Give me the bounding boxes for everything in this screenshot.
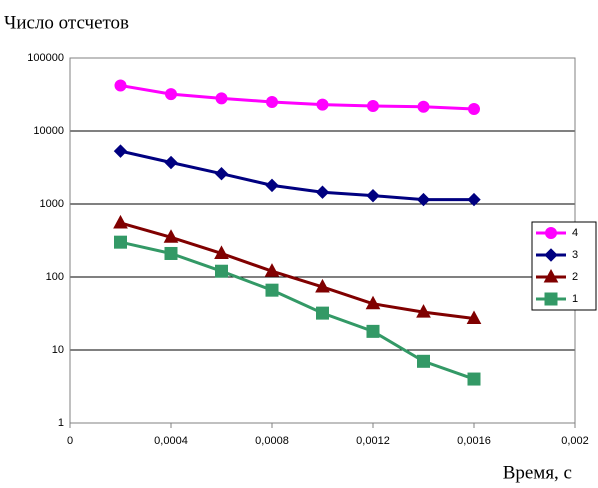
marker [265,178,279,193]
x-tick-label: 0,0008 [255,435,289,447]
legend-marker [545,227,557,239]
marker [315,185,330,199]
y-tick-label: 10 [52,344,64,356]
plot-frame [69,57,576,424]
marker [164,155,178,170]
marker [416,192,431,207]
legend-marker [544,248,558,262]
legend-label: 2 [572,271,578,283]
marker [365,295,381,310]
marker [417,354,430,368]
marker [366,324,380,338]
marker [316,306,329,320]
x-tick-label: 0,002 [561,435,589,447]
marker [466,310,482,325]
marker [215,92,228,105]
x-tick-label: 0 [67,435,73,447]
marker [113,144,128,158]
x-tick-label: 0,0012 [356,435,390,447]
series-line [120,149,474,202]
legend-label: 4 [572,227,578,239]
series-line [120,84,475,111]
marker [113,214,128,229]
chart-title: Число отсчетов [4,12,129,33]
marker [315,278,330,293]
legend-label: 3 [572,249,578,261]
marker [316,98,329,111]
marker [163,229,179,243]
legend-label: 1 [572,293,578,305]
marker [265,283,279,297]
legend-box [531,221,597,311]
legend-marker [544,292,558,306]
marker [467,192,481,207]
series-line [120,240,475,381]
marker [164,246,178,260]
x-tick-label: 0,0016 [457,435,491,447]
marker [417,100,430,113]
y-tick-label: 100 [46,271,64,283]
marker [366,188,380,203]
marker [266,95,278,108]
y-tick-label: 1 [58,417,64,429]
marker [214,166,229,181]
y-tick-label: 100000 [27,52,64,64]
marker [367,100,379,113]
marker [114,235,127,249]
marker [214,245,229,259]
marker [215,264,228,278]
marker [264,263,280,277]
y-tick-label: 10000 [33,125,64,137]
y-tick-label: 1000 [40,198,64,210]
legend-marker [543,268,559,283]
series-line [120,221,475,320]
marker [467,372,481,386]
marker [468,103,480,116]
marker [416,304,431,318]
x-tick-label: 0,0004 [154,435,188,447]
x-axis-label: Время, с [503,462,572,483]
marker [165,88,177,101]
marker [114,79,127,92]
